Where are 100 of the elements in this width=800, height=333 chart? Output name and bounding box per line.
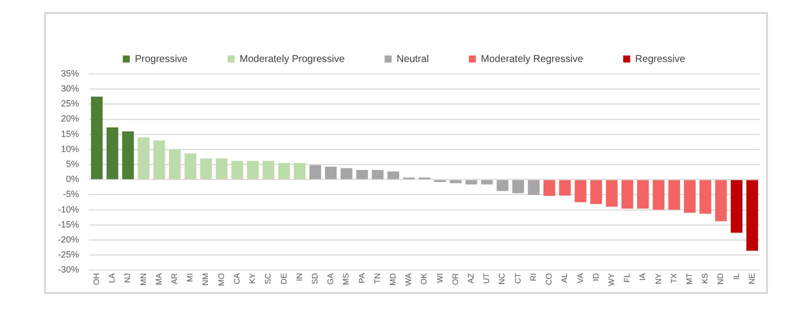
x-tick-label: OK	[420, 272, 429, 285]
y-tick-label: -5%	[62, 189, 80, 200]
bar	[122, 131, 134, 180]
x-tick-label: WI	[435, 273, 444, 283]
bar	[637, 180, 649, 209]
bar	[106, 127, 118, 180]
y-tick-label: -10%	[58, 204, 80, 214]
x-tick-label: DE	[279, 273, 288, 284]
x-tick-label: AL	[560, 272, 570, 283]
y-tick-label: 0%	[66, 174, 80, 184]
bar	[247, 160, 259, 180]
bar	[372, 170, 384, 180]
x-tick-label: ND	[716, 272, 726, 285]
bar	[168, 149, 181, 180]
bar	[730, 180, 742, 233]
bar	[746, 180, 758, 251]
x-tick-label: MI	[186, 273, 195, 282]
bar	[684, 180, 696, 213]
x-tick-label: TX	[669, 272, 678, 284]
bar	[340, 168, 352, 180]
y-tick-label: 20%	[60, 114, 80, 124]
x-tick-label: WY	[606, 272, 616, 286]
bar	[325, 166, 337, 180]
bar	[668, 180, 680, 210]
x-tick-label: FL	[622, 272, 632, 282]
bar	[356, 170, 368, 180]
y-tick-label: 25%	[60, 98, 80, 109]
x-tick-label: UT	[482, 273, 492, 284]
bar	[138, 137, 150, 180]
x-tick-label: NE	[747, 273, 756, 284]
bar	[606, 180, 618, 207]
legend-label: Progressive	[134, 54, 188, 65]
x-tick-label: KS	[700, 273, 710, 284]
x-tick-label: MA	[154, 272, 164, 286]
x-tick-label: AR	[170, 272, 180, 284]
x-tick-label: MS	[342, 273, 351, 286]
x-tick-label: IN	[294, 272, 304, 282]
x-tick-label: IA	[638, 272, 648, 281]
bar	[465, 180, 478, 184]
bar	[512, 180, 524, 194]
bar	[90, 96, 103, 180]
legend-label: Moderately Regressive	[480, 54, 584, 65]
x-tick-label: SC	[264, 272, 273, 284]
bar	[559, 180, 571, 196]
x-tick-label: KY	[248, 272, 258, 284]
x-tick-label: ID	[591, 272, 600, 282]
y-tick-label: 5%	[66, 159, 80, 169]
x-tick-label: LA	[108, 272, 117, 283]
y-tick-label: -15%	[58, 219, 80, 230]
bar	[231, 160, 244, 180]
x-tick-label: GA	[326, 272, 336, 285]
x-tick-label: CA	[232, 272, 242, 284]
y-tick-label: 15%	[60, 128, 80, 139]
x-tick-label: VA	[576, 272, 585, 284]
x-tick-label: MN	[138, 272, 148, 286]
x-tick-label: OH	[92, 272, 102, 286]
x-tick-label: IL	[732, 272, 741, 280]
bar	[622, 180, 634, 209]
bar	[153, 140, 166, 180]
bar	[715, 180, 727, 222]
x-tick-label: MD	[388, 272, 398, 286]
bar	[387, 171, 400, 180]
bar	[543, 180, 556, 196]
x-tick-label: MO	[216, 273, 226, 286]
bar	[450, 180, 462, 184]
y-tick-label: -25%	[58, 250, 80, 260]
y-tick-label: -20%	[58, 234, 80, 244]
bar	[481, 180, 493, 184]
bar	[294, 163, 306, 180]
bar	[574, 180, 586, 202]
x-tick-label: TN	[372, 272, 382, 284]
bar	[309, 165, 322, 180]
bar	[700, 180, 712, 214]
legend-label: Neutral	[396, 54, 429, 65]
bar	[184, 153, 196, 180]
legend-label: Regressive	[635, 54, 686, 65]
x-tick-label: AZ	[466, 273, 476, 284]
x-tick-label: OR	[450, 272, 460, 286]
y-tick-label: 30%	[60, 84, 80, 94]
y-tick-label: 10%	[60, 144, 80, 154]
bar	[278, 163, 290, 180]
x-tick-label: NY	[654, 272, 663, 284]
x-tick-label: PA	[357, 272, 366, 284]
y-tick-label: -30%	[58, 264, 80, 275]
bar	[262, 160, 274, 180]
x-tick-label: SD	[310, 272, 320, 284]
bar	[200, 158, 212, 180]
bar	[590, 180, 602, 204]
x-tick-label: MT	[684, 273, 694, 285]
x-tick-label: CT	[513, 273, 522, 284]
bar	[652, 180, 664, 210]
x-tick-label: CO	[544, 273, 554, 286]
bar	[496, 180, 508, 192]
x-tick-label: RI	[528, 273, 538, 282]
y-tick-label: 35%	[60, 68, 80, 78]
x-tick-label: WA	[404, 272, 414, 286]
bar	[216, 158, 228, 180]
x-tick-label: NC	[498, 272, 507, 285]
legend-label: Moderately Progressive	[240, 54, 346, 65]
x-tick-label: NJ	[123, 273, 132, 283]
